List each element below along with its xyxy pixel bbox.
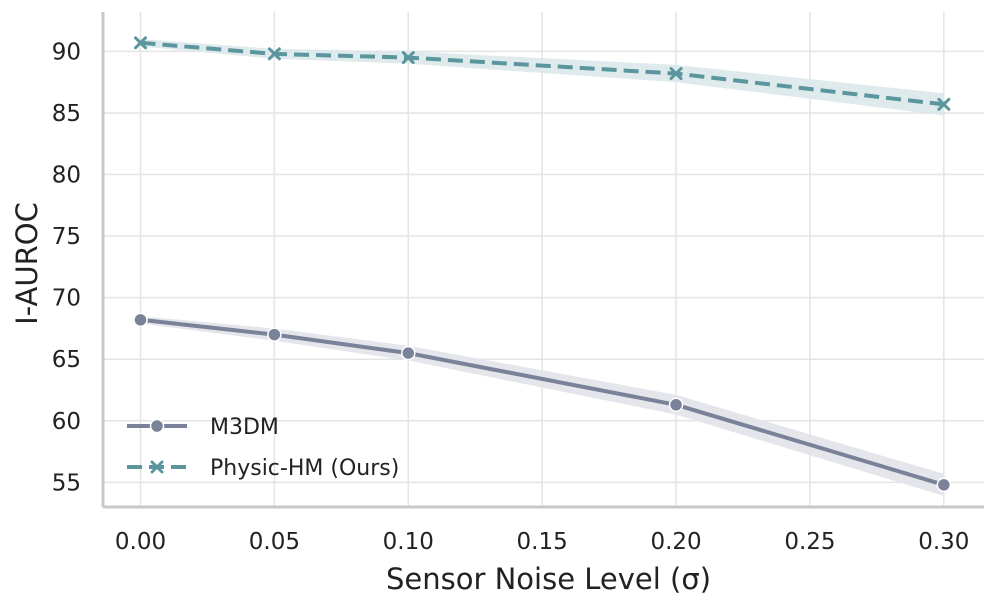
x-tick-label: 0.20 xyxy=(650,529,701,555)
legend-label: M3DM xyxy=(210,415,279,440)
series-markers xyxy=(133,36,952,493)
marker-stroke xyxy=(669,67,683,81)
marker-stroke xyxy=(133,36,147,50)
m3dm-data-point xyxy=(668,397,684,413)
physic-hm-ours-data-point xyxy=(937,97,951,111)
m3dm-data-point xyxy=(133,312,148,328)
legend-marker xyxy=(150,460,164,474)
m3dm-data-point xyxy=(936,477,952,493)
legend-marker xyxy=(149,418,165,434)
x-tick-label: 0.05 xyxy=(249,529,300,555)
y-tick-label: 55 xyxy=(52,470,81,496)
marker-stroke xyxy=(401,51,415,65)
m3dm-data-point xyxy=(401,345,416,361)
tick-labels: 0.00 0.05 0.10 0.15 0.20 0.25 0.30 55 60 65 70 75 80… xyxy=(52,39,970,555)
y-axis-title: I-AUROC xyxy=(10,202,44,325)
x-tick-label: 0.15 xyxy=(517,529,568,555)
y-tick-label: 70 xyxy=(52,286,81,312)
y-tick-label: 75 xyxy=(52,224,81,250)
axis-titles: Sensor Noise Level (σ) I-AUROC xyxy=(10,202,711,596)
physic-hm-ours-data-point xyxy=(401,51,415,65)
legend-item-physic-hm-ours: Physic-HM (Ours) xyxy=(127,456,399,481)
x-tick-label: 0.00 xyxy=(115,529,166,555)
m3dm-data-point xyxy=(267,327,282,342)
legend-item-m3dm: M3DM xyxy=(127,415,279,440)
axes xyxy=(101,12,984,509)
y-tick-label: 65 xyxy=(52,347,81,373)
confidence-bands xyxy=(140,39,944,496)
x-axis-title: Sensor Noise Level (σ) xyxy=(386,562,711,596)
physic-hm-ours-data-point xyxy=(669,67,683,81)
y-tick-label: 80 xyxy=(52,163,81,189)
x-tick-label: 0.30 xyxy=(918,529,969,555)
physic-hm-ours-data-point xyxy=(267,47,281,61)
x-tick-label: 0.25 xyxy=(784,529,835,555)
marker-stroke xyxy=(937,97,951,111)
physic-hm-ours-data-point xyxy=(133,36,147,50)
x-tick-label: 0.10 xyxy=(383,529,434,555)
y-tick-label: 60 xyxy=(52,409,81,435)
legend: M3DM Physic-HM (Ours) xyxy=(127,415,399,481)
y-tick-label: 85 xyxy=(52,101,81,127)
legend-label: Physic-HM (Ours) xyxy=(210,456,399,481)
y-tick-label: 90 xyxy=(52,39,81,65)
physic-hm-ours-confidence-band xyxy=(140,39,944,116)
marker-stroke xyxy=(267,47,281,61)
marker-stroke xyxy=(150,460,164,474)
